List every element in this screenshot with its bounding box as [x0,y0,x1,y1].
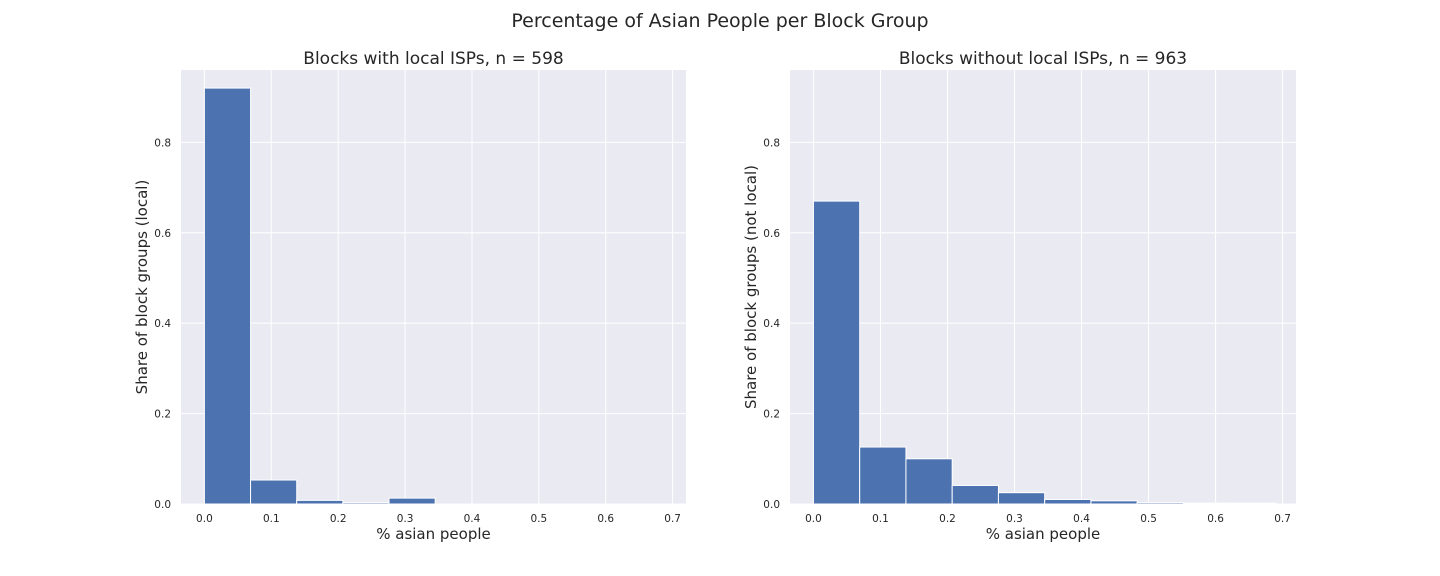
x-tick-label: 0.2 [939,513,956,525]
y-tick-label: 0.0 [763,499,780,511]
x-tick-label: 0.2 [330,513,347,525]
histogram-bar-3 [951,484,999,505]
plot-area [181,70,686,504]
y-axis-label: Share of block groups (not local) [742,165,760,409]
x-tick-label: 0.0 [196,513,213,525]
bars [812,200,1277,505]
y-tick-label: 0.0 [154,499,171,511]
x-tick-label: 0.1 [872,513,889,525]
x-tick-label: 0.1 [263,513,280,525]
y-tick-labels: 0.0 0.2 0.4 0.6 0.8 [763,137,780,511]
histogram-bar-6 [1090,500,1138,505]
x-tick-label: 0.6 [1207,513,1224,525]
histogram-bar-3 [342,502,390,505]
x-tick-labels: 0.0 0.1 0.2 0.3 0.4 0.5 0.6 0.7 [196,513,681,525]
histogram-bar-9 [1229,502,1277,505]
y-axis-label: Share of block groups (local) [133,180,151,395]
histogram-bar-4 [388,497,436,505]
y-tick-label: 0.2 [763,409,780,421]
histogram-bar-1 [859,446,907,505]
x-tick-label: 0.0 [805,513,822,525]
histogram-bar-4 [997,492,1046,505]
panel-local: 0.0 0.1 0.2 0.3 0.4 0.5 0.6 0.7 0.0 0.2 0.4 0.6 0.8… [133,49,686,543]
y-tick-label: 0.2 [154,409,171,421]
x-tick-label: 0.4 [464,513,481,525]
x-tick-label: 0.4 [1073,513,1090,525]
figure-title: Percentage of Asian People per Block Gro… [511,10,928,32]
x-axis-label: % asian people [986,525,1101,543]
x-tick-label: 0.3 [1006,513,1023,525]
x-tick-label: 0.6 [597,513,614,525]
histogram-bar-0 [812,200,861,505]
x-tick-label: 0.5 [1140,513,1157,525]
y-tick-labels: 0.0 0.2 0.4 0.6 0.8 [154,137,171,511]
plot-area [790,70,1296,504]
bars [203,87,436,505]
y-tick-label: 0.4 [154,318,171,330]
x-tick-labels: 0.0 0.1 0.2 0.3 0.4 0.5 0.6 0.7 [805,513,1291,525]
histogram-bar-7 [1136,502,1184,505]
y-tick-label: 0.8 [763,137,780,149]
x-axis-label: % asian people [376,525,491,543]
x-tick-label: 0.5 [530,513,547,525]
panel-not-local: 0.0 0.1 0.2 0.3 0.4 0.5 0.6 0.7 0.0 0.2 0.4 0.6 0.8… [742,49,1296,543]
histogram-bar-8 [1182,502,1231,505]
panel-title: Blocks without local ISPs, n = 963 [899,49,1187,69]
histogram-bar-5 [1044,498,1092,505]
y-tick-label: 0.6 [154,228,171,240]
y-tick-label: 0.6 [763,228,780,240]
x-tick-label: 0.3 [397,513,414,525]
y-tick-label: 0.4 [763,318,780,330]
y-tick-label: 0.8 [154,137,171,149]
x-tick-label: 0.7 [664,513,681,525]
histogram-bar-2 [905,458,953,505]
x-tick-label: 0.7 [1274,513,1291,525]
histogram-bar-0 [203,87,252,505]
histogram-bar-2 [296,499,344,505]
histogram-bar-1 [250,479,298,505]
gridlines [181,70,686,505]
panel-title: Blocks with local ISPs, n = 598 [303,49,563,69]
